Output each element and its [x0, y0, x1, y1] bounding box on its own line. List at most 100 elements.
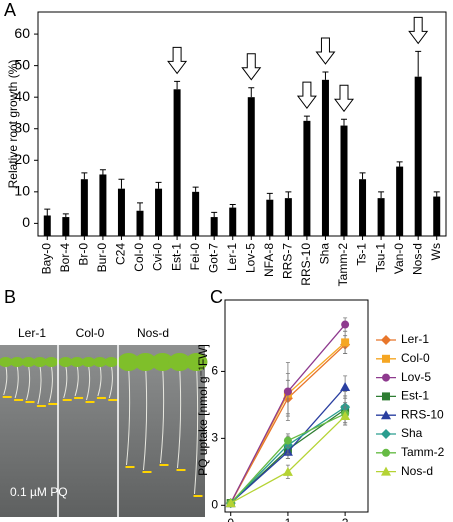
arrow: RRS-10 — [296, 81, 317, 109]
marker — [282, 466, 293, 476]
marker — [283, 436, 292, 445]
x-tick-label: Br-0 — [77, 243, 91, 266]
legend-marker — [381, 466, 391, 476]
x-tick-label: 0 — [227, 516, 234, 522]
x-tick-label: Ler-1 — [225, 243, 239, 271]
x-tick-label: Ws — [429, 243, 443, 260]
arrow: Lov-5 — [241, 53, 262, 81]
legend-label: Tamm-2 — [401, 445, 445, 459]
error-bar — [118, 178, 125, 189]
x-tick-label: Sha — [318, 243, 332, 265]
leaf — [151, 353, 174, 371]
x-tick-label: Ts-1 — [355, 243, 369, 266]
photo-background — [0, 345, 205, 517]
y-tick-label: 0 — [22, 214, 30, 230]
legend-marker — [381, 410, 391, 420]
error-bar — [248, 87, 255, 98]
bar — [80, 179, 88, 236]
bar — [303, 120, 311, 236]
leaf — [92, 357, 107, 367]
legend-marker — [382, 354, 390, 363]
x-tick-label: Fei-0 — [188, 243, 202, 271]
error-bar — [174, 80, 181, 90]
root — [97, 364, 102, 397]
root — [177, 364, 182, 469]
legend-label: Est-1 — [401, 389, 429, 403]
y-tick-label: 30 — [14, 119, 30, 135]
leaf — [104, 357, 119, 367]
leaf — [21, 357, 36, 367]
column-label: Nos-d — [137, 326, 169, 340]
plot-frame — [37, 11, 447, 237]
legend-label: Nos-d — [401, 464, 433, 478]
bar — [229, 207, 237, 236]
bar — [377, 198, 385, 236]
bar — [284, 198, 292, 236]
error-bar — [433, 191, 440, 197]
root — [126, 364, 131, 466]
legend-label: Col-0 — [401, 351, 430, 365]
bar — [340, 125, 348, 236]
y-tick-label: 0 — [211, 497, 218, 511]
error-bar — [415, 50, 422, 77]
legend-marker — [382, 373, 390, 382]
y-axis-label: PQ uptake [nmol g⁻¹FW] — [196, 344, 210, 476]
x-tick-label: Nos-d — [410, 243, 424, 275]
legend-label: Lov-5 — [401, 370, 431, 384]
x-tick-label: NFA-8 — [262, 243, 276, 277]
panel-label: B — [4, 287, 16, 307]
x-tick-label: RRS-10 — [299, 243, 313, 286]
root — [3, 364, 8, 396]
x-tick-label: Est-1 — [169, 243, 183, 271]
error-bar — [322, 71, 329, 80]
root — [48, 364, 53, 403]
root — [160, 364, 165, 464]
leaf — [32, 357, 47, 367]
bar — [136, 210, 144, 236]
marker — [283, 387, 292, 396]
x-tick-label: Tsu-1 — [373, 243, 387, 273]
x-tick-label: Col-0 — [132, 243, 146, 272]
error-bar — [99, 169, 106, 175]
error-bar — [229, 203, 236, 208]
x-tick-label: Bay-0 — [39, 243, 53, 275]
root — [37, 364, 42, 405]
leaf — [134, 353, 157, 371]
bar — [359, 179, 367, 236]
error-bar — [137, 202, 143, 211]
series-line — [230, 415, 346, 504]
x-tick-label: 1 — [285, 516, 292, 522]
leaf — [44, 357, 59, 367]
error-bar — [303, 115, 310, 121]
x-tick-label: 2 — [342, 516, 349, 522]
y-tick-label: 6 — [211, 364, 218, 378]
x-tick-label: Van-0 — [392, 243, 406, 274]
x-tick-label: Tamm-2 — [336, 243, 350, 287]
root — [14, 364, 19, 399]
column-label: Col-0 — [76, 326, 105, 340]
y-tick-label: 60 — [14, 25, 30, 41]
bar — [396, 166, 404, 236]
error-bar — [62, 213, 69, 218]
root — [26, 364, 31, 401]
bar — [321, 79, 329, 236]
marker — [340, 411, 351, 421]
x-tick-label: RRS-7 — [281, 243, 295, 279]
error-bar — [155, 181, 162, 189]
leaf — [168, 353, 191, 371]
leaf — [58, 357, 73, 367]
leaf — [185, 353, 208, 371]
bar — [192, 191, 200, 236]
root — [143, 364, 148, 471]
leaf — [0, 357, 13, 367]
bar — [99, 174, 107, 236]
bar — [43, 215, 51, 236]
error-bar — [44, 208, 51, 216]
leaf — [10, 357, 25, 367]
error-bar — [359, 172, 366, 180]
x-tick-label: Bur-0 — [95, 243, 109, 273]
leaf — [81, 357, 96, 367]
legend-marker — [382, 392, 390, 401]
leaf — [117, 353, 140, 371]
arrow: Nos-d — [408, 16, 429, 45]
